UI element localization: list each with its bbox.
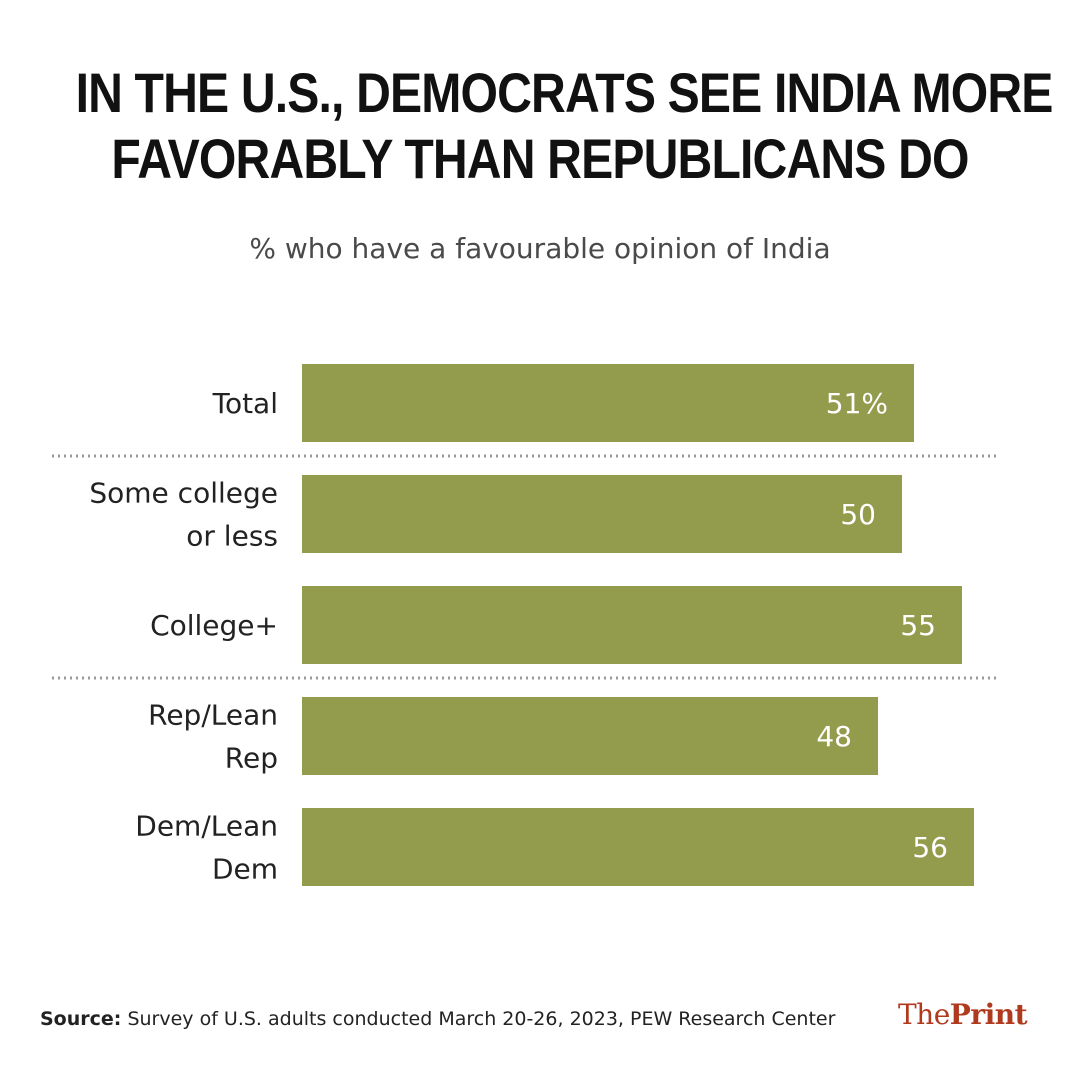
- logo-part-print: Print: [949, 998, 1028, 1031]
- bar-4: [302, 697, 878, 775]
- value-label-5: 56: [912, 831, 948, 864]
- source-text: Survey of U.S. adults conducted March 20…: [127, 1008, 836, 1030]
- chart-title-line-1: In the U.S., Democrats see India more: [75, 61, 1054, 124]
- bar-3: [302, 586, 962, 664]
- bar-2: [302, 475, 902, 553]
- bar-1: [302, 364, 914, 442]
- value-label-3: 55: [900, 609, 936, 642]
- category-label-3: College+: [150, 609, 278, 642]
- source-label: Source:: [40, 1008, 122, 1030]
- logo-part-the: The: [898, 998, 950, 1031]
- theprint-logo: ThePrint: [898, 998, 1028, 1031]
- category-label-1: Total: [212, 387, 278, 420]
- value-label-4: 48: [816, 720, 852, 753]
- category-label-4-line-2: Rep: [225, 742, 278, 775]
- bar-5: [302, 808, 974, 886]
- chart-title-line-2: favorably than Republicans do: [111, 127, 969, 190]
- source-note: Source: Survey of U.S. adults conducted …: [40, 1008, 835, 1030]
- category-label-4-line-1: Rep/Lean: [148, 699, 278, 732]
- category-label-5-line-2: Dem: [212, 853, 278, 886]
- chart-title: In the U.S., Democrats see India more fa…: [75, 60, 1054, 192]
- value-label-2: 50: [840, 498, 876, 531]
- value-label-1: 51%: [826, 387, 888, 420]
- category-label-2-line-1: Some college: [89, 477, 278, 510]
- category-label-2-line-2: or less: [186, 520, 278, 553]
- chart-subtitle: % who have a favourable opinion of India: [249, 232, 831, 265]
- category-label-5-line-1: Dem/Lean: [135, 810, 278, 843]
